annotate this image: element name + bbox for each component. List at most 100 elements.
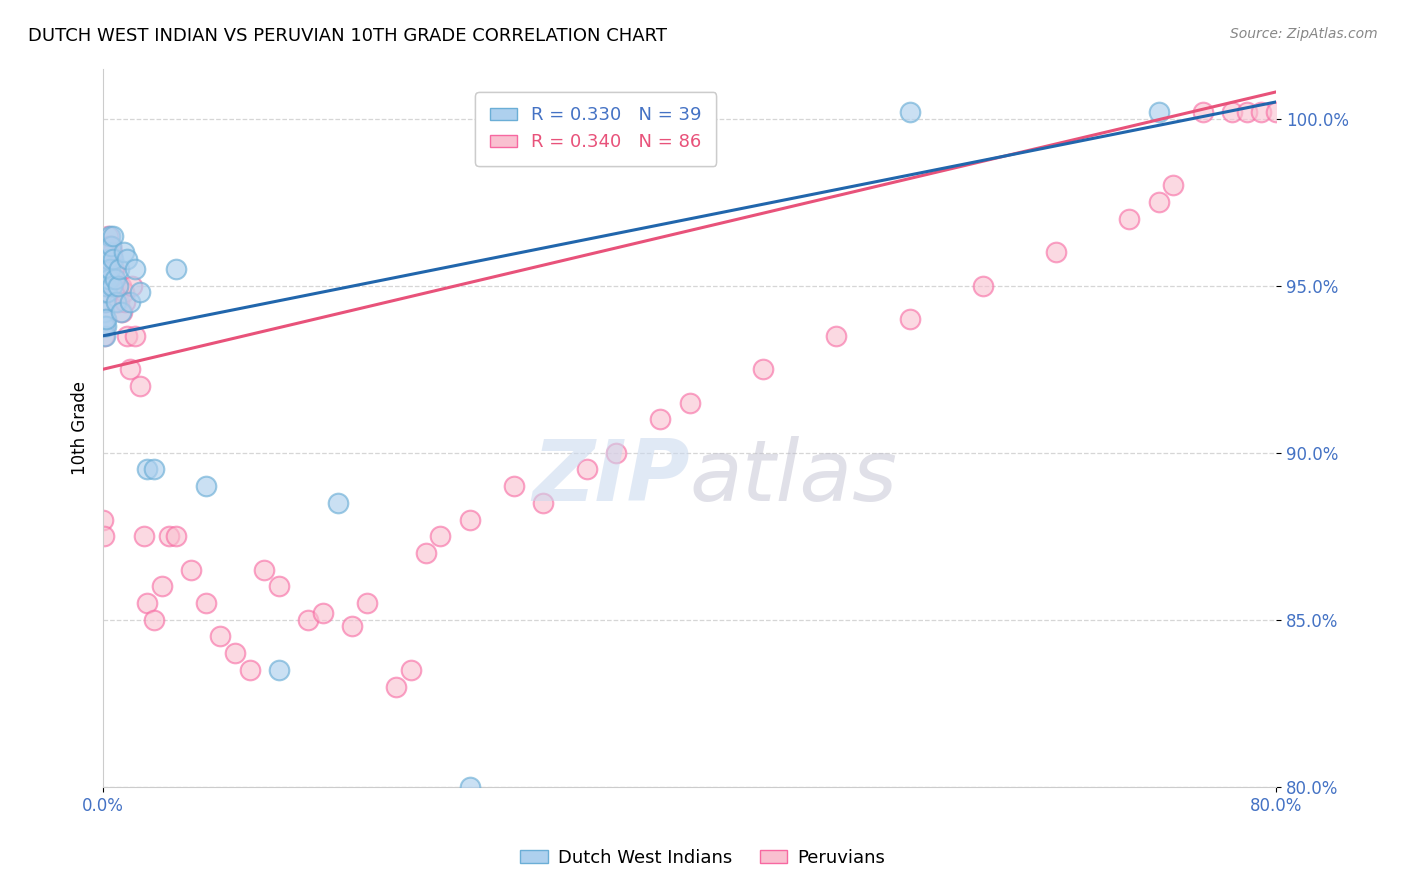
Point [94,312,117,326]
Point [136,596,159,610]
Point [104,272,127,286]
Point [93,318,115,333]
Point [385,797,408,811]
Point [98,238,121,252]
Point [96,245,118,260]
Point [124,328,146,343]
Point [267,579,290,593]
Point [209,630,232,644]
Point [134,529,156,543]
Point [100,262,122,277]
Y-axis label: 10th Grade: 10th Grade [72,381,89,475]
Point [94,295,117,310]
Point [1118,211,1140,226]
Point [97,245,120,260]
Point [150,579,173,593]
Point [752,362,775,376]
Point [128,285,150,300]
Point [96,252,118,266]
Point [105,285,128,300]
Point [104,272,127,286]
Point [94,318,117,333]
Point [93,328,115,343]
Point [105,295,128,310]
Point [100,238,122,252]
Point [96,252,118,266]
Point [96,262,118,277]
Text: atlas: atlas [689,436,897,519]
Point [93,318,115,333]
Point [458,512,481,526]
Point [108,262,131,277]
Point [224,646,246,660]
Point [356,596,378,610]
Point [297,613,319,627]
Point [97,245,120,260]
Legend: Dutch West Indians, Peruvians: Dutch West Indians, Peruvians [513,842,893,874]
Point [101,262,124,277]
Point [105,295,128,310]
Point [98,252,121,266]
Point [385,680,408,694]
Point [94,278,117,293]
Point [1265,105,1288,120]
Point [103,262,125,277]
Point [326,496,349,510]
Point [194,479,217,493]
Point [157,529,180,543]
Point [121,278,143,293]
Point [114,295,136,310]
Point [1250,105,1272,120]
Point [898,312,921,326]
Point [136,462,159,476]
Point [93,295,115,310]
Point [93,312,115,326]
Point [898,105,921,120]
Point [107,278,129,293]
Point [103,278,125,293]
Point [165,262,187,277]
Point [458,780,481,794]
Point [112,285,135,300]
Point [96,238,118,252]
Point [972,278,994,293]
Point [115,252,138,266]
Point [104,278,127,293]
Point [98,262,121,277]
Point [96,278,118,293]
Point [165,529,187,543]
Point [100,262,122,277]
Point [110,278,132,293]
Point [118,295,141,310]
Point [96,262,118,277]
Point [502,479,524,493]
Point [96,285,118,300]
Point [93,328,115,343]
Point [650,412,672,426]
Point [98,245,121,260]
Point [93,529,115,543]
Point [100,252,122,266]
Point [93,305,115,319]
Point [110,305,132,319]
Point [93,512,115,526]
Point [1236,105,1258,120]
Point [103,252,125,266]
Point [118,362,141,376]
Point [143,462,166,476]
Point [575,462,598,476]
Point [415,546,437,560]
Point [1191,105,1213,120]
Point [94,245,117,260]
Point [94,262,117,277]
Point [253,563,276,577]
Text: ZIP: ZIP [531,436,689,519]
Point [531,496,554,510]
Point [267,663,290,677]
Point [108,295,131,310]
Point [180,563,202,577]
Point [605,446,627,460]
Point [1163,178,1185,193]
Point [124,262,146,277]
Point [194,596,217,610]
